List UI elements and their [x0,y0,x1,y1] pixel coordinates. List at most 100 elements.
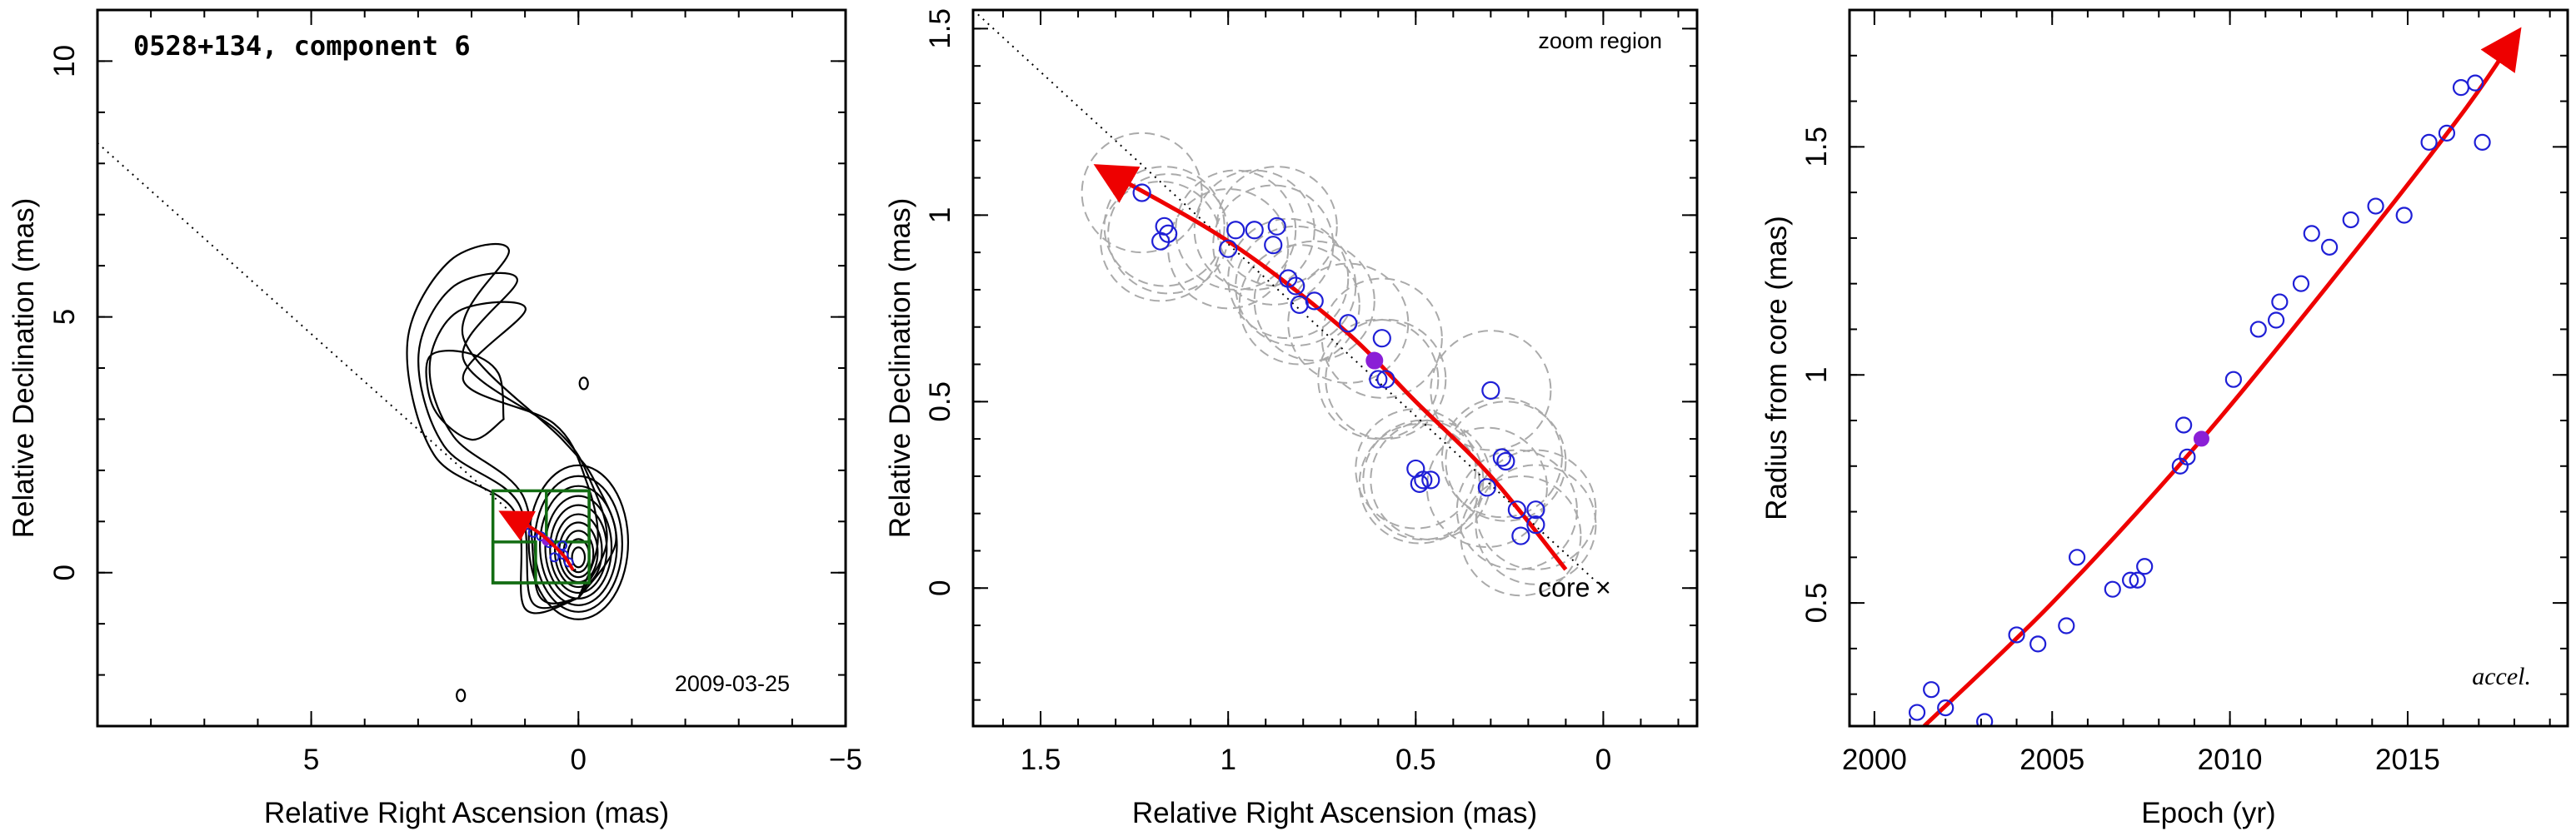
x-tick-label: 2010 [2198,744,2263,776]
radius-measurement [2069,549,2086,566]
x-tick-label: 0 [571,744,587,776]
gaussian-fit-circle [1430,330,1552,451]
component-position [1305,291,1324,311]
zoom-plot-area [973,10,1605,597]
component-position [1477,478,1496,497]
x-tick-label: 1.5 [1021,744,1061,776]
radius-measurement [2292,275,2310,292]
radius-time-frame [1848,8,2569,728]
contour-level-outer [417,271,608,610]
x-tick-label: 1 [1220,744,1236,776]
zoom-boxes [491,489,591,585]
sky-map-y-label: Relative Declination (mas) [7,198,40,538]
y-tick-label: 0.5 [924,381,956,422]
sky-map-frame [96,8,847,728]
zoom-annotation: zoom region [1538,28,1662,53]
sky-map-date: 2009-03-25 [675,671,790,696]
sky-map-plot-area [97,142,630,703]
radius-measurement [2179,448,2196,465]
gaussian-fit-circle [1216,166,1338,287]
radius-measurement [2474,133,2491,151]
component-position [1421,470,1440,490]
component-position [1226,221,1246,240]
radius-measurement [2452,79,2470,97]
component-position [1369,370,1388,389]
radius-measurement [2271,293,2289,311]
x-tick-label: 2015 [2375,744,2440,776]
component-position [1511,526,1530,545]
gaussian-fit-circle [1440,396,1563,519]
radius-measurement [2249,321,2267,338]
radius-measurement [1976,713,1994,726]
radius-measurement [2342,211,2359,229]
radius-measurement [1923,681,1940,699]
radius-measurement [2136,558,2154,575]
component-position [1372,329,1391,348]
component-position [1410,474,1429,493]
component-position [1267,216,1286,236]
radius-time-y-label: Radius from core (mas) [1760,216,1793,520]
gaussian-fit-circle [1445,401,1567,522]
zoom-box [491,540,537,585]
x-tick-label: −5 [829,744,862,776]
y-tick-label: 1 [924,207,956,223]
radius-measurement [2058,617,2075,634]
gaussian-fit-circle [1100,181,1222,302]
y-tick-label: 0 [924,580,956,596]
radius-measurement [2104,580,2121,598]
radius-measurement [2175,416,2193,434]
sky-map-y-ticks: 0 5 10 [48,9,846,727]
component-position [1151,231,1171,251]
gaussian-fit-circle [1253,240,1375,362]
zoom-x-label: Relative Right Ascension (mas) [1132,797,1537,829]
x-tick-label: 2000 [1842,744,1907,776]
y-tick-label: 0 [48,565,81,580]
sky-map-title: 0528+134, component 6 [133,30,471,62]
contour-level [549,504,608,595]
component-position [1496,451,1515,471]
trajectory-arrow [1093,164,1568,571]
x-tick-label: 0.5 [1395,744,1436,776]
gaussian-fit-circle [1475,449,1597,570]
gaussian-fit-circle [1475,464,1597,585]
component-position [1219,239,1238,258]
gaussian-fit-circle [1167,188,1290,310]
radius-time-panel: 2000 2005 2010 2015 0.5 1 1.5 accel. Epoch (y… [1760,8,2569,829]
contour-level [553,513,603,589]
current-epoch-measurement [2193,430,2209,447]
zoom-x-ticks: 1.5 1 0.5 0 [1002,10,1680,776]
gaussian-fit-circle [1317,318,1440,440]
contour-island [456,689,467,703]
radius-measurement [2008,626,2025,644]
y-tick-label: 0.5 [1800,583,1833,624]
sky-map-panel: 5 0 −5 0 5 10 0528+134, component 6 2009-03-… [7,8,862,829]
x-tick-label: 0 [1595,744,1611,776]
contour-level-outer [428,301,599,605]
radius-measurement [2367,197,2384,215]
radius-time-annotation: accel. [2472,663,2531,690]
core-marker: × [1595,572,1611,602]
radius-measurement [2267,311,2285,329]
contour-level-feature [425,350,505,441]
radius-time-y-ticks: 0.5 1 1.5 [1800,9,2568,695]
component-position [1339,314,1358,333]
contour-island [578,376,589,391]
component-position [1376,370,1395,389]
contour-level [539,485,618,606]
gaussian-fit-circle [1460,475,1582,597]
component-position [563,557,574,568]
radius-measurement [2395,207,2413,224]
current-epoch-position [1365,351,1384,370]
radius-measurement [2129,571,2146,589]
radius-time-x-ticks: 2000 2005 2010 2015 [1842,10,2551,776]
x-tick-label: 5 [303,744,319,776]
y-tick-label: 1 [1800,366,1833,382]
component-position [1414,470,1433,490]
acceleration-fit-arrow [1922,27,2522,726]
zoom-y-label: Relative Declination (mas) [884,198,916,538]
radius-measurement [2224,371,2242,388]
gaussian-fit-circle [1325,318,1447,440]
radius-measurement [2438,124,2456,142]
gaussian-fit-circle [1227,217,1350,340]
core-label: core [1538,572,1590,602]
